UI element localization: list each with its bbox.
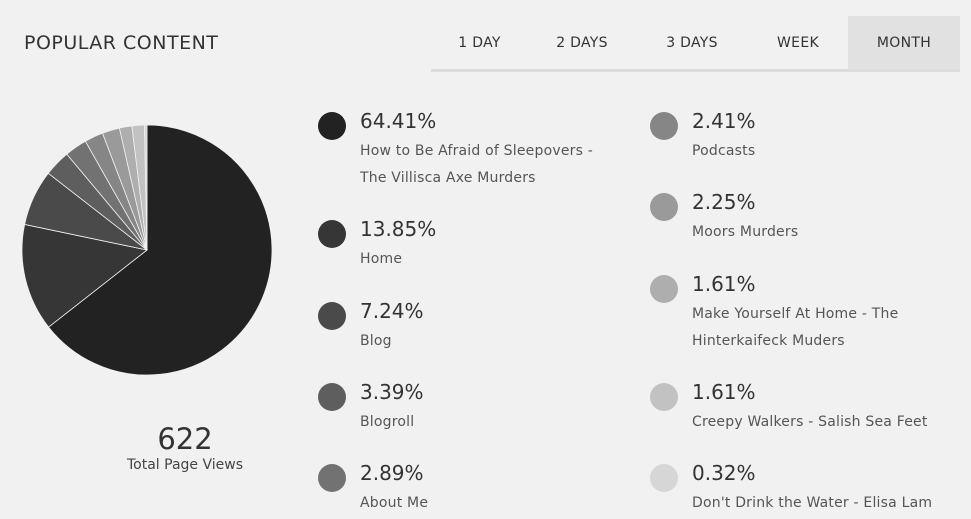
tab-month[interactable]: MONTH [848, 16, 960, 69]
legend-percent: 0.32% [692, 461, 756, 485]
tab-3-days[interactable]: 3 DAYS [666, 34, 718, 51]
legend-percent: 13.85% [360, 217, 437, 241]
page-title: POPULAR CONTENT [24, 32, 219, 54]
legend-swatch [318, 220, 346, 248]
legend-swatch [318, 302, 346, 330]
legend-swatch [318, 464, 346, 492]
legend-label: Home [360, 251, 403, 267]
tab-week[interactable]: WEEK [777, 34, 819, 51]
legend-percent: 1.61% [692, 380, 756, 404]
legend-label: Creepy Walkers - Salish Sea Feet [692, 414, 928, 430]
pie-slice[interactable] [48, 124, 273, 376]
legend-label: Blog [360, 333, 392, 349]
tab-1-day[interactable]: 1 DAY [458, 34, 501, 51]
legend-label: Blogroll [360, 414, 415, 430]
legend-label: About Me [360, 495, 429, 511]
legend-percent: 2.41% [692, 109, 756, 133]
pie-chart [21, 124, 273, 376]
legend-label: Moors Murders [692, 224, 799, 240]
legend-label: How to Be Afraid of Sleepovers - The Vil… [360, 143, 593, 186]
period-tabs: 1 DAY 2 DAYS 3 DAYS WEEK MONTH [431, 16, 960, 72]
legend-percent: 2.25% [692, 190, 756, 214]
legend-percent: 3.39% [360, 380, 424, 404]
legend-swatch [650, 112, 678, 140]
legend-percent: 2.89% [360, 461, 424, 485]
tab-2-days[interactable]: 2 DAYS [556, 34, 608, 51]
pie-slice[interactable] [21, 223, 148, 328]
legend-percent: 64.41% [360, 109, 437, 133]
legend-swatch [650, 193, 678, 221]
total-views-value: 622 [157, 422, 213, 456]
pie-slice[interactable] [144, 124, 148, 251]
total-views-label: Total Page Views [126, 457, 243, 473]
legend-swatch [650, 275, 678, 303]
legend-swatch [650, 464, 678, 492]
legend-swatch [318, 112, 346, 140]
legend-label: Make Yourself At Home - The Hinterkaifec… [692, 306, 899, 349]
legend-swatch [318, 383, 346, 411]
legend-swatch [650, 383, 678, 411]
legend-percent: 1.61% [692, 272, 756, 296]
legend-label: Don't Drink the Water - Elisa Lam [692, 495, 933, 511]
legend-percent: 7.24% [360, 299, 424, 323]
legend-label: Podcasts [692, 143, 756, 159]
total-page-views: 622 Total Page Views [97, 422, 273, 474]
pie-svg [21, 124, 273, 376]
